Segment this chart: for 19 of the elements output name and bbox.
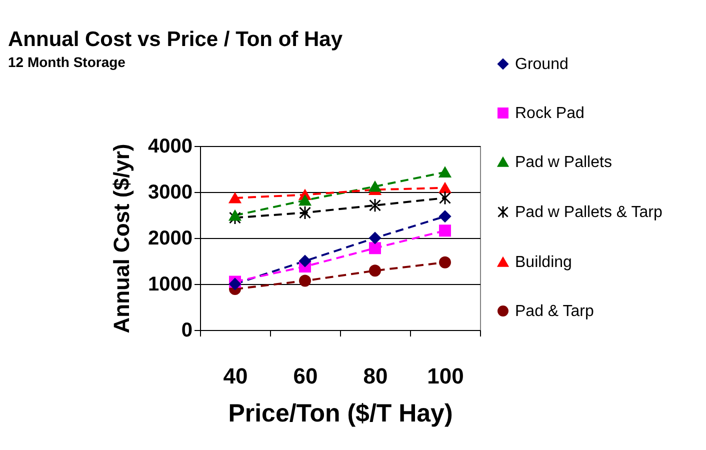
y-tick-label: 1000 (148, 274, 192, 296)
text: 12 Month Storage (8, 54, 126, 70)
y-tick-label: 4000 (148, 136, 192, 158)
x-tick-label: 40 (223, 364, 248, 388)
legend-label: Pad w Pallets (515, 154, 612, 171)
legend-label: Building (515, 254, 572, 271)
y-tick-label: 2000 (148, 228, 192, 250)
y-tick-label: 3000 (148, 182, 192, 204)
x-axis-title: Price/Ton ($/T Hay) (228, 400, 453, 428)
legend-label: Pad & Tarp (515, 303, 594, 320)
x-tick-label: 80 (363, 364, 388, 388)
x-tick-label: 100 (427, 364, 464, 388)
legend-label: Rock Pad (515, 105, 584, 122)
x-tick-label: 60 (293, 364, 318, 388)
legend-label: Ground (515, 56, 568, 73)
legend-label: Pad w Pallets & Tarp (515, 204, 662, 221)
y-tick-label: 0 (181, 320, 192, 342)
chart-title: Annual Cost vs Price / Ton of Hay (8, 28, 343, 51)
y-axis-title: Annual Cost ($/yr) (109, 144, 134, 334)
